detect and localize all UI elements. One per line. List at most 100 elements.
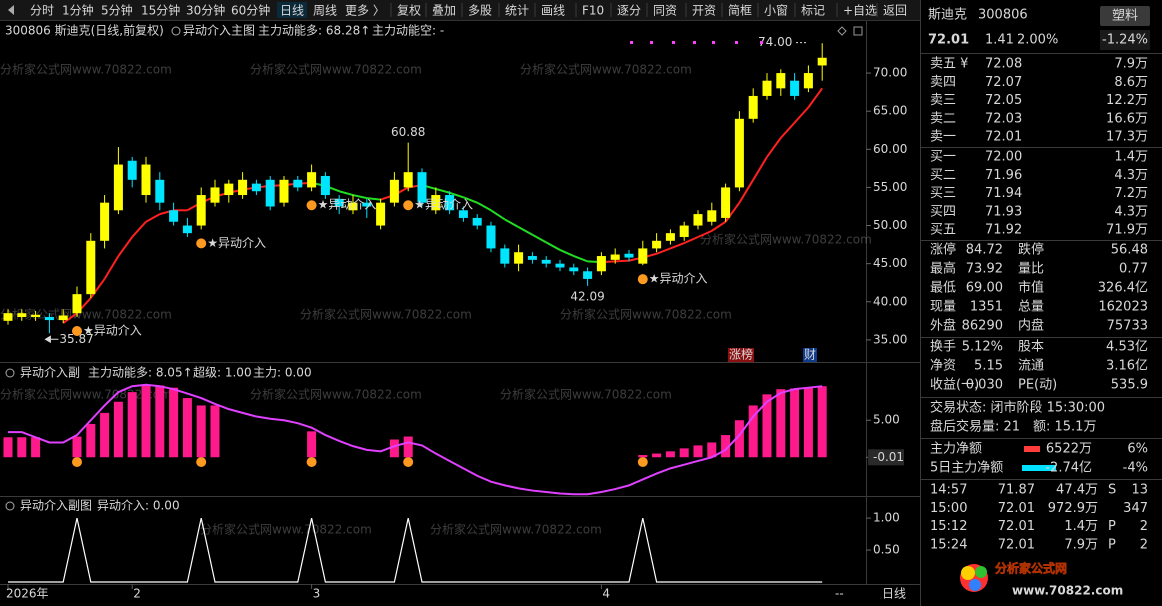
indicator-name: 异动介入主图	[183, 24, 255, 38]
stat-value: 0.77	[1119, 262, 1148, 277]
candle-body	[569, 267, 579, 272]
candle-body	[251, 183, 261, 192]
period-tab[interactable]: 5分钟	[101, 3, 133, 18]
toolbar-button[interactable]: 统计	[505, 4, 529, 18]
watermark: 分析家公式网www.70822.com	[560, 307, 732, 322]
period-tab[interactable]: 1分钟	[62, 3, 94, 18]
toolbar-button[interactable]: 画线	[541, 4, 565, 18]
chart-title: 300806 斯迪克(日线,前复权)	[5, 23, 164, 38]
square-icon[interactable]	[853, 26, 863, 36]
signal-icon	[637, 274, 648, 285]
ma-segment	[504, 218, 520, 228]
signal-icon	[637, 457, 648, 467]
candle-body	[100, 202, 110, 241]
candle-body	[224, 183, 234, 196]
status-placeholder: --	[835, 587, 844, 601]
signal-icon	[72, 457, 82, 467]
toolbar-button[interactable]: +自选	[843, 4, 877, 18]
ma-segment	[435, 187, 450, 194]
stat-label: 最高	[930, 261, 956, 277]
candle-body	[638, 248, 648, 264]
legend-entry: 主力: 0.00	[253, 366, 312, 380]
stat-label: 股本	[1018, 340, 1044, 355]
low-label: 35.87	[59, 332, 93, 346]
diamond-icon[interactable]	[837, 26, 847, 36]
selected-tab	[277, 2, 307, 18]
change: 1.41	[985, 33, 1014, 48]
book-volume: 4.3万	[1114, 168, 1148, 183]
candle-body	[417, 172, 427, 203]
stat-value: 162023	[1098, 300, 1148, 315]
candle-body	[500, 248, 510, 264]
period-tab[interactable]: 更多 〉	[345, 4, 385, 18]
sector-badge	[1100, 6, 1150, 26]
watermark: 分析家公式网www.70822.com	[700, 232, 872, 247]
toolbar-button[interactable]: 多股	[468, 4, 492, 18]
period-tab[interactable]: 60分钟	[231, 3, 270, 18]
candle-body	[293, 179, 303, 188]
bar	[721, 435, 731, 458]
candle-body	[610, 254, 620, 260]
signal-icon	[306, 200, 317, 211]
bar	[17, 437, 27, 458]
x-tick-label: 2	[133, 587, 141, 601]
y-tick-label: -0.01	[873, 450, 904, 464]
tick-volume: 972.9万	[1048, 501, 1098, 516]
period-tab[interactable]: 分时	[30, 4, 54, 18]
book-volume: 71.9万	[1106, 223, 1148, 238]
toolbar-button[interactable]: 叠加	[432, 4, 456, 18]
candle-body	[431, 195, 441, 211]
book-price: 71.92	[985, 223, 1022, 238]
toolbar-button[interactable]: 同资	[653, 4, 677, 18]
tick-volume: 1.4万	[1064, 519, 1098, 534]
period-tab[interactable]: 周线	[313, 4, 337, 18]
toolbar-button[interactable]: 简框	[728, 4, 752, 18]
stat-label: 换手	[930, 340, 956, 355]
signal-label: ★异动介入	[83, 324, 142, 338]
toolbar-button[interactable]: 开资	[692, 4, 716, 18]
candle-body	[320, 175, 330, 196]
watermark: 分析家公式网www.70822.com	[250, 62, 422, 77]
candle-body	[31, 314, 41, 318]
toolbar-button[interactable]: 逐分	[617, 4, 641, 18]
ma-segment	[103, 255, 120, 280]
toolbar-button[interactable]: 复权	[397, 4, 421, 18]
indicator-icon	[5, 368, 15, 378]
toolbar-button[interactable]: 标记	[801, 4, 825, 18]
book-label: 卖三	[930, 93, 956, 108]
toolbar-button[interactable]: 返回	[883, 4, 907, 18]
candle-body	[210, 187, 220, 203]
tag: 涨榜	[729, 347, 753, 362]
tick-count: 2	[1140, 519, 1148, 534]
low-arrow	[44, 335, 59, 344]
watermark: 分析家公式网www.70822.com	[0, 307, 172, 322]
y-tick-label: 70.00	[873, 66, 907, 80]
bar	[638, 455, 648, 458]
candle-body	[652, 240, 662, 249]
book-price: 72.01	[985, 130, 1022, 145]
candle-body	[486, 225, 496, 249]
stat-value: 56.48	[1111, 243, 1148, 258]
x-tick-label: 3	[313, 587, 321, 601]
legend-entry: 异动介入: 0.00	[97, 499, 180, 513]
toolbar-button[interactable]: 小窗	[764, 4, 788, 18]
toolbar-button[interactable]: F10	[582, 4, 604, 18]
y-tick-label: 1.00	[873, 511, 900, 525]
status-period[interactable]: 日线	[882, 587, 906, 601]
period-tab[interactable]: 15分钟	[141, 3, 180, 18]
toolbar-icon[interactable]	[8, 5, 14, 15]
bar	[210, 405, 220, 458]
candle-body	[458, 210, 468, 218]
signal-icon	[403, 457, 414, 467]
trade-status: 交易状态: 闭市阶段 15:30:00	[930, 400, 1105, 416]
stat-value: 86290	[962, 319, 1003, 334]
bar	[665, 451, 675, 458]
y-tick-label: 45.00	[873, 256, 907, 270]
period-tab[interactable]: 日线	[280, 4, 304, 18]
candle-body	[721, 187, 731, 218]
stat-label: 外盘	[930, 318, 956, 334]
candle-body	[127, 160, 137, 180]
bar	[72, 436, 82, 458]
period-tab[interactable]: 30分钟	[186, 3, 225, 18]
